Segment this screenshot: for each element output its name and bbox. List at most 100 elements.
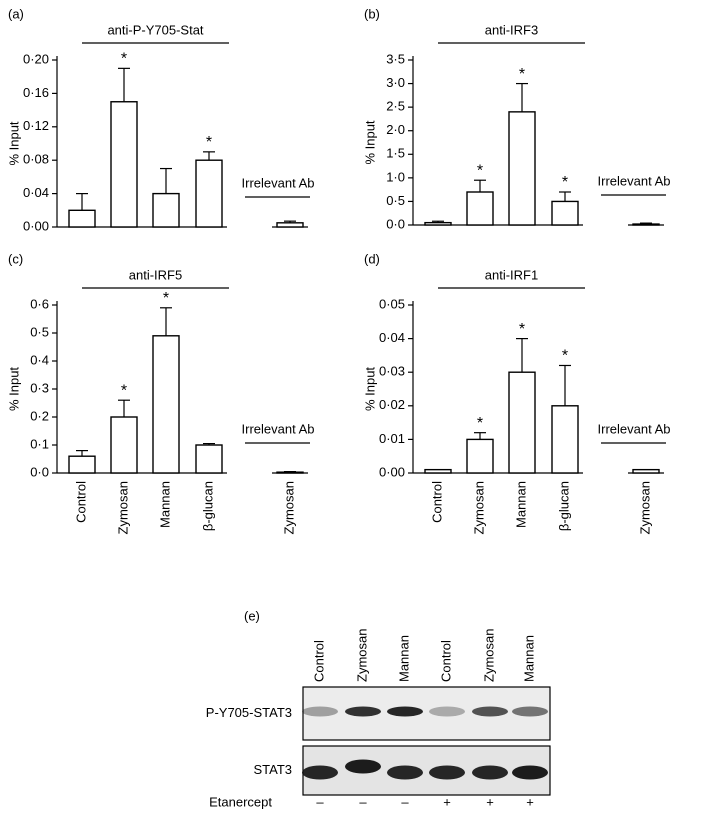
y-axis-label: % Input [362,120,377,164]
y-tick-label: 0·00 [379,464,405,479]
group-title: Irrelevant Ab [598,421,671,436]
significance-marker: * [562,348,568,365]
significance-marker: * [206,134,212,151]
y-tick-label: 1·0 [386,169,405,184]
blot-band [512,706,548,717]
treatment-sign: + [526,794,534,809]
x-tick-label: Zymosan [471,481,486,534]
panel-label: (e) [244,608,260,623]
group-title: anti-P-Y705-Stat [107,22,203,37]
blot-band [472,765,508,780]
bar [632,468,660,474]
y-axis-label: % Input [362,367,377,411]
significance-marker: * [562,174,568,191]
group-title: anti-IRF3 [485,22,538,37]
blot-column-label: Zymosan [481,629,496,682]
y-tick-label: 0·3 [30,380,49,395]
panel-label: (d) [364,251,380,266]
treatment-sign: – [401,794,409,809]
y-tick-label: 0·6 [30,296,49,311]
blot-band [387,706,423,717]
group-title: Irrelevant Ab [598,173,671,188]
bar [152,192,180,228]
y-tick-label: 0·4 [30,352,49,367]
y-tick-label: 2·0 [386,122,405,137]
bar [466,438,494,474]
blot-band [302,765,338,780]
blot-band [429,706,465,717]
y-tick-label: 0·5 [386,193,405,208]
blot-band [345,706,381,717]
y-axis-label: % Input [6,367,21,411]
blot-band [429,765,465,780]
x-tick-label: Mannan [513,481,528,528]
group-title: anti-IRF1 [485,267,538,282]
significance-marker: * [121,51,127,68]
bar [508,371,536,474]
x-tick-label: β-glucan [200,481,215,531]
bar [466,191,494,226]
y-tick-label: 0·12 [23,118,49,133]
bar [195,444,223,474]
blot-band [302,706,338,717]
blot-panel [302,686,551,741]
significance-marker: * [519,66,525,83]
y-tick-label: 0·16 [23,85,49,100]
significance-marker: * [163,290,169,307]
blot-column-label: Zymosan [354,629,369,682]
treatment-label: Etanercept [209,794,272,809]
treatment-sign: – [359,794,367,809]
treatment-sign: – [316,794,324,809]
y-tick-label: 0·04 [379,330,405,345]
group-title: Irrelevant Ab [242,175,315,190]
y-axis-label: % Input [6,121,21,165]
panel-label: (b) [364,6,380,21]
x-tick-label: Zymosan [637,481,652,534]
panel-label: (a) [8,6,24,21]
y-tick-label: 0·01 [379,431,405,446]
x-tick-label: β-glucan [556,481,571,531]
bar [110,416,138,474]
y-tick-label: 2·5 [386,99,405,114]
bar [276,471,304,474]
blot-column-label: Mannan [521,635,536,682]
y-tick-label: 3·0 [386,75,405,90]
significance-marker: * [519,321,525,338]
bar [551,405,579,474]
y-tick-label: 0·0 [30,464,49,479]
bar [551,200,579,226]
y-tick-label: 0·20 [23,51,49,66]
bar [195,159,223,228]
bar [152,335,180,474]
x-tick-label: Zymosan [115,481,130,534]
group-title: anti-IRF5 [129,267,182,282]
y-tick-label: 0·00 [23,218,49,233]
significance-marker: * [477,415,483,432]
bar [68,209,96,228]
treatment-sign: + [486,794,494,809]
y-tick-label: 0·05 [379,296,405,311]
bar [110,101,138,228]
y-tick-label: 0·5 [30,324,49,339]
y-tick-label: 0·02 [379,397,405,412]
bar [68,455,96,474]
x-tick-label: Control [73,481,88,523]
bar [424,221,452,226]
y-tick-label: 0·2 [30,408,49,423]
significance-marker: * [477,162,483,179]
y-tick-label: 0·04 [23,185,49,200]
group-title: Irrelevant Ab [242,421,315,436]
blot-column-label: Mannan [396,635,411,682]
y-tick-label: 0·1 [30,436,49,451]
blot-panel [302,745,551,796]
blot-band [345,759,381,774]
blot-column-label: Control [311,640,326,682]
blot-row-label: STAT3 [253,762,292,777]
blot-band [512,765,548,780]
y-tick-label: 1·5 [386,146,405,161]
y-tick-label: 0·0 [386,216,405,231]
y-tick-label: 0·08 [23,152,49,167]
significance-marker: * [121,382,127,399]
blot-row-label: P-Y705-STAT3 [206,705,292,720]
